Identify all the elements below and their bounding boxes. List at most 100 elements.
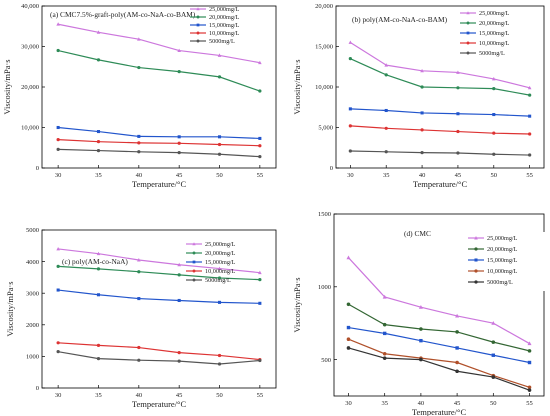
- data-point: [492, 131, 496, 135]
- data-point: [346, 346, 351, 350]
- legend-marker: [192, 242, 196, 246]
- legend: 25,000mg/L20,000mg/L15,000mg/L10,000mg/L…: [457, 7, 537, 61]
- data-point: [177, 135, 181, 139]
- data-point: [527, 360, 532, 365]
- y-tick-label: 15,000: [315, 44, 333, 51]
- data-point: [56, 246, 60, 251]
- data-point: [382, 356, 387, 360]
- data-point: [177, 150, 181, 155]
- data-point: [56, 288, 60, 292]
- data-point: [56, 138, 60, 142]
- data-point: [528, 132, 532, 136]
- series-0: [56, 246, 262, 275]
- x-tick-label: 55: [257, 392, 264, 399]
- legend-label: 15,000mg/L: [205, 259, 236, 266]
- legend-label: 25,000mg/L: [209, 6, 240, 13]
- data-point: [177, 48, 181, 52]
- data-point: [56, 341, 60, 345]
- series-line: [348, 347, 530, 391]
- legend-marker: [474, 280, 478, 284]
- y-tick-label: 10,000: [315, 84, 333, 91]
- legend-label: 5000mg/L: [487, 279, 513, 286]
- data-point: [177, 359, 181, 363]
- data-point: [384, 73, 388, 77]
- legend-marker: [466, 51, 470, 55]
- series-1: [56, 48, 262, 93]
- data-point: [217, 300, 222, 304]
- x-tick-label: 30: [55, 392, 62, 399]
- x-tick-label: 50: [491, 172, 498, 179]
- data-point: [348, 57, 352, 61]
- legend-marker: [192, 260, 196, 264]
- data-point: [96, 251, 101, 256]
- y-tick-label: 0: [36, 385, 39, 392]
- legend-label: 5000mg/L: [479, 50, 505, 57]
- data-point: [177, 273, 181, 277]
- x-tick-label: 50: [216, 172, 223, 179]
- data-point: [177, 141, 181, 145]
- data-point: [384, 63, 389, 67]
- y-tick-label: 5000: [26, 227, 39, 234]
- chart-title: (b) poly(AM-co-NaA-co-BAM): [352, 15, 448, 24]
- legend-marker: [474, 247, 478, 251]
- data-point: [527, 388, 532, 392]
- data-point: [258, 60, 262, 65]
- data-point: [382, 322, 387, 327]
- y-tick-label: 500: [321, 357, 331, 364]
- legend-marker: [192, 269, 196, 273]
- data-point: [419, 357, 423, 362]
- series-0: [56, 22, 262, 65]
- data-point: [456, 86, 460, 90]
- series-line: [350, 41, 530, 89]
- x-tick-label: 55: [257, 172, 264, 179]
- data-point: [382, 351, 387, 356]
- data-point: [96, 130, 101, 134]
- data-point: [456, 129, 460, 134]
- series-line: [348, 338, 530, 388]
- x-tick-label: 45: [455, 172, 462, 179]
- series-1: [346, 302, 532, 353]
- series-line: [348, 326, 530, 364]
- data-point: [258, 136, 262, 140]
- legend-marker: [466, 31, 470, 35]
- series-line: [58, 265, 260, 281]
- y-axis-label: Viscosity/mPa·s: [5, 281, 15, 336]
- data-point: [137, 150, 141, 154]
- data-point: [137, 270, 141, 274]
- y-tick-label: 0: [330, 165, 333, 172]
- legend: 25,000mg/L20,000mg/L15,000mg/L10,000mg/L…: [190, 6, 240, 45]
- data-point: [491, 353, 496, 357]
- data-point: [96, 30, 101, 34]
- data-point: [258, 277, 262, 282]
- x-tick-label: 35: [95, 172, 102, 179]
- data-point: [258, 270, 262, 275]
- x-tick-label: 35: [381, 400, 388, 407]
- legend-label: 20,000mg/L: [487, 246, 518, 253]
- data-point: [96, 356, 101, 361]
- x-tick-label: 35: [383, 172, 390, 179]
- data-point: [455, 330, 459, 334]
- data-point: [217, 362, 222, 366]
- series-line: [58, 148, 260, 158]
- series-4: [348, 149, 532, 157]
- data-point: [348, 107, 352, 111]
- data-point: [177, 69, 181, 74]
- data-point: [56, 264, 60, 268]
- chart-panel-d: 30 35 40 45 50 55 500 1000 1500 Temperature/°C Vis…: [292, 211, 545, 416]
- series-line: [58, 342, 260, 361]
- data-point: [217, 353, 222, 358]
- series-4: [56, 147, 262, 159]
- data-point: [217, 266, 222, 270]
- x-tick-label: 40: [418, 400, 425, 407]
- series-line: [348, 303, 530, 352]
- data-point: [348, 40, 353, 44]
- data-point: [56, 350, 60, 354]
- data-point: [137, 37, 141, 41]
- x-tick-label: 40: [136, 392, 143, 399]
- series-1: [56, 264, 262, 282]
- data-point: [491, 375, 496, 379]
- series-line: [58, 351, 260, 365]
- legend-marker: [474, 269, 478, 273]
- data-point: [455, 346, 459, 350]
- data-point: [258, 155, 262, 159]
